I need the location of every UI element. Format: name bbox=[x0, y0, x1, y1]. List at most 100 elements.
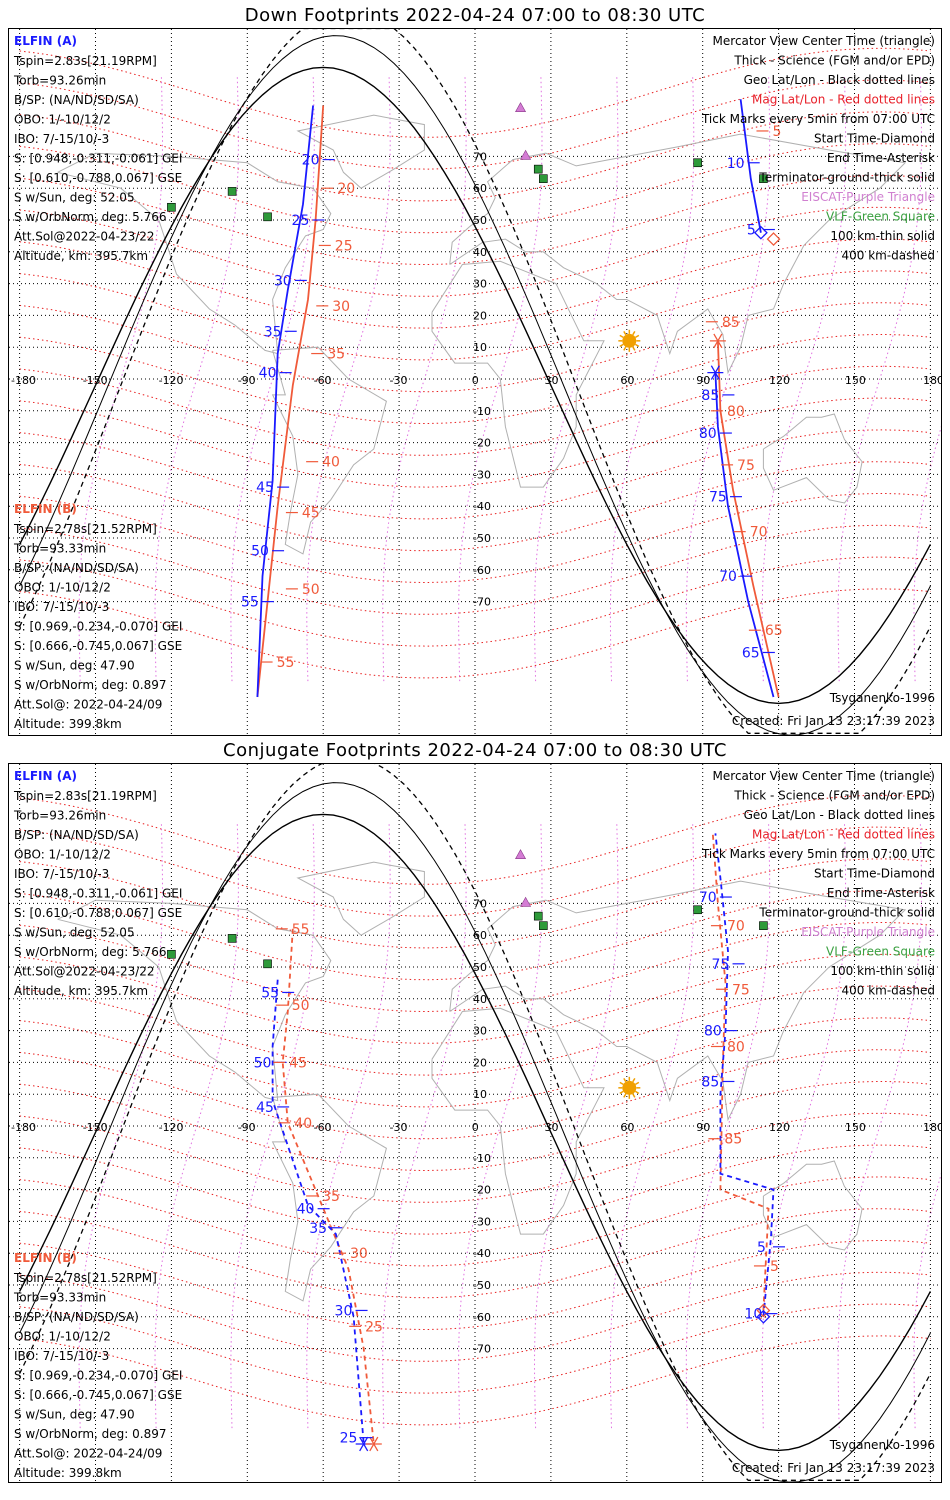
elfin-a-label: ELFIN (A) bbox=[14, 769, 77, 783]
lat-tick-label: -50 bbox=[473, 532, 491, 545]
tick-label-b: 75 bbox=[732, 982, 750, 998]
elfin-b-info-line: S: [0.666,-0.745,0.067] GSE bbox=[14, 1388, 182, 1402]
continent-outline bbox=[762, 413, 863, 504]
mag-lat-line bbox=[19, 492, 931, 584]
end-asterisk bbox=[359, 1436, 369, 1452]
vlf-square bbox=[227, 934, 237, 943]
footprint-track bbox=[711, 833, 770, 1311]
legend-entry: 400 km-dashed bbox=[841, 984, 935, 998]
lon-tick-label: 90 bbox=[696, 1121, 710, 1134]
lon-tick-label: -180 bbox=[11, 1121, 36, 1134]
tick-label-a: 45 bbox=[256, 1100, 274, 1116]
vlf-square bbox=[759, 174, 768, 183]
tick-label-a: 50 bbox=[254, 1055, 272, 1071]
footprint-track bbox=[714, 833, 775, 1317]
elfin-b-label: ELFIN (B) bbox=[14, 502, 77, 516]
elfin-a-info-line: OBO: 1/-10/12/2 bbox=[14, 113, 111, 127]
mag-lat-line bbox=[19, 1208, 931, 1299]
legend: Mercator View Center Time (triangle) Thic… bbox=[701, 769, 935, 998]
vlf-square bbox=[263, 959, 272, 969]
mag-lon-line bbox=[533, 823, 619, 1429]
mag-lon-line bbox=[837, 76, 923, 682]
tick-label-a: 5 bbox=[757, 1240, 766, 1256]
elfin-a-info-line: Torb=93.26min bbox=[13, 74, 106, 88]
tick-label-b: 75 bbox=[737, 458, 755, 474]
sun-ray bbox=[635, 1090, 640, 1094]
tick-label-a: 85 bbox=[701, 1074, 719, 1090]
elfin-a-info-line: Altitude, km: 395.7km bbox=[14, 984, 148, 998]
sun-ray bbox=[632, 1093, 636, 1098]
tick-label-a: 55 bbox=[241, 595, 259, 611]
continent-outline bbox=[431, 260, 605, 488]
mag-lon-line bbox=[230, 823, 315, 1429]
elfin-b-info-line: S w/Sun, deg: 47.90 bbox=[14, 1408, 135, 1422]
sun-ray bbox=[635, 334, 640, 338]
mag-lon-line bbox=[78, 823, 164, 1429]
continent-outline bbox=[431, 1007, 605, 1235]
vlf-square bbox=[693, 905, 702, 915]
tick-label-b: 55 bbox=[292, 922, 310, 938]
tick-label-b: 45 bbox=[289, 1055, 307, 1071]
tick-label-b: 20 bbox=[337, 181, 355, 197]
conjugate-footprints-panel: -180 -150 -120 -90 -60 -30 0 30 60 90 120 150 180 70 6… bbox=[8, 763, 942, 1483]
mag-lat-line bbox=[19, 556, 931, 647]
sun-ray bbox=[635, 343, 640, 347]
created-timestamp: Created: Fri Jan 13 23:17:39 2023 bbox=[732, 714, 935, 728]
sun-ray bbox=[623, 1077, 627, 1083]
sun-ray bbox=[619, 334, 624, 338]
elfin-b-info-line: IBO: 7/-15/10/-3 bbox=[14, 1349, 109, 1363]
terminator-100km bbox=[19, 782, 931, 1482]
mag-meridians bbox=[78, 823, 941, 1429]
panel-title-conjugate: Conjugate Footprints 2022-04-24 07:00 to… bbox=[223, 740, 727, 761]
tick-label-a: 40 bbox=[259, 366, 277, 382]
legend-entry: End Time-Asterisk bbox=[827, 151, 935, 165]
vlf-square bbox=[539, 174, 548, 183]
lon-tick-label: -30 bbox=[390, 374, 408, 387]
lon-tick-label: 120 bbox=[769, 374, 790, 387]
elfin-a-info-line: S w/OrbNorm, deg: 5.766 bbox=[14, 210, 166, 224]
tick-label-a: 65 bbox=[742, 645, 760, 661]
sun-ray bbox=[635, 1081, 640, 1085]
legend-entry: End Time-Asterisk bbox=[827, 886, 935, 900]
tick-label-a: 20 bbox=[302, 153, 320, 169]
tick-label-b: 70 bbox=[727, 919, 745, 935]
lon-tick-label: 0 bbox=[472, 1121, 479, 1134]
elfin-b-track bbox=[256, 105, 780, 698]
legend-entry: VLF-Green Square bbox=[826, 210, 935, 224]
tick-label-a: 50 bbox=[251, 544, 269, 560]
tick-labels: 5 10 20 25 30 35 40 45 50 55 65 70 75 80 85 5 20 25 30 35 40… bbox=[241, 124, 783, 671]
tick-label-b: 30 bbox=[350, 1246, 368, 1262]
elfin-a-info-line: B/SP: (NA/ND/SD/SA) bbox=[14, 93, 139, 107]
vlf-square bbox=[759, 921, 768, 930]
elfin-a-info-line: IBO: 7/-15/10/-3 bbox=[14, 867, 109, 881]
panel-title-down: Down Footprints 2022-04-24 07:00 to 08:3… bbox=[244, 5, 706, 26]
sun-symbol bbox=[622, 333, 637, 348]
tick-label-b: 25 bbox=[335, 238, 353, 254]
lon-tick-label: 120 bbox=[769, 1121, 790, 1134]
eiscat-triangle bbox=[520, 149, 532, 160]
legend-entry: 400 km-dashed bbox=[841, 249, 935, 263]
tick-label-b: 70 bbox=[750, 525, 768, 541]
start-diamond bbox=[753, 225, 768, 240]
tick-label-b: 80 bbox=[727, 1040, 745, 1056]
end-asterisk bbox=[710, 365, 720, 380]
elfin-a-info-line: S w/Sun, deg: 52.05 bbox=[14, 926, 135, 940]
footprint-track bbox=[739, 99, 762, 233]
lon-tick-label: 0 bbox=[472, 374, 479, 387]
lat-tick-label: -60 bbox=[473, 564, 491, 577]
mag-lon-line bbox=[382, 76, 467, 682]
lon-tick-label: -180 bbox=[11, 374, 36, 387]
elfin-a-label: ELFIN (A) bbox=[14, 34, 77, 48]
elfin-b-info-line: OBO: 1/-10/12/2 bbox=[14, 1330, 111, 1344]
vlf-square bbox=[227, 187, 237, 196]
tick-label-b: 80 bbox=[727, 404, 745, 420]
lat-tick-label: -70 bbox=[473, 596, 491, 609]
tick-label-a: 35 bbox=[264, 324, 282, 340]
tick-label-a: 25 bbox=[340, 1431, 358, 1447]
mag-lat-line bbox=[19, 826, 931, 917]
lat-tick-label: -70 bbox=[473, 1343, 491, 1356]
mag-lon-line bbox=[382, 823, 467, 1429]
tick-label-a: 25 bbox=[292, 213, 310, 229]
lon-tick-label: -120 bbox=[159, 1121, 184, 1134]
mag-lat-line bbox=[19, 1112, 931, 1203]
